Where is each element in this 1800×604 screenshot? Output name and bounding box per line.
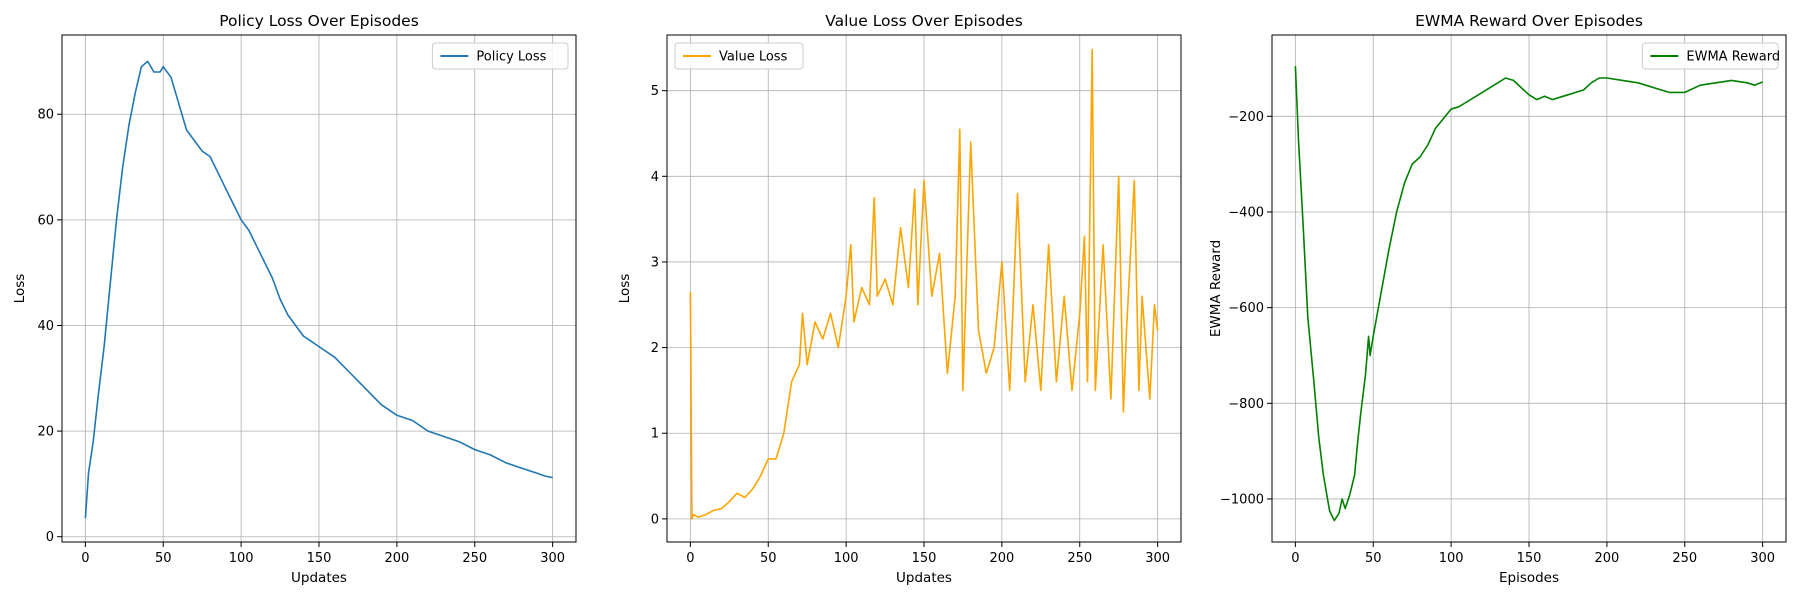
y-tick-label: 1: [651, 427, 659, 442]
chart-panel-2: 0 50 100 150 200 250 300 −1000 −800 −600 −400 −200 E…: [1208, 12, 1787, 586]
legend-label: Policy Loss: [476, 50, 546, 65]
x-tick-label: 0: [1291, 551, 1299, 566]
x-axis-label: Updates: [291, 570, 347, 586]
legend: Policy Loss: [431, 42, 569, 70]
x-tick-label: 200: [384, 551, 409, 566]
legend-box: [1641, 42, 1779, 70]
x-tick-label: 200: [989, 551, 1014, 566]
x-tick-label: 300: [1145, 551, 1170, 566]
x-tick-label: 300: [1750, 551, 1775, 566]
chart-title: EWMA Reward Over Episodes: [1415, 12, 1643, 30]
x-axis-label: Episodes: [1499, 570, 1559, 586]
y-tick-label: 80: [37, 108, 54, 123]
y-axis-label: Loss: [12, 274, 28, 304]
legend-box: [431, 42, 569, 70]
legend-box: [674, 42, 804, 70]
x-tick-label: 150: [307, 551, 332, 566]
y-tick-label: 3: [651, 255, 659, 270]
x-tick-label: 300: [540, 551, 565, 566]
x-tick-label: 150: [1517, 551, 1542, 566]
x-tick-label: 0: [81, 551, 89, 566]
x-tick-label: 250: [1672, 551, 1697, 566]
y-tick-label: 20: [37, 425, 54, 440]
x-tick-label: 50: [1365, 551, 1382, 566]
x-tick-label: 0: [686, 551, 694, 566]
y-tick-label: 60: [37, 213, 54, 228]
y-tick-label: −600: [1228, 301, 1264, 316]
y-tick-label: 4: [651, 170, 659, 185]
y-tick-label: 0: [46, 530, 54, 545]
y-tick-label: 5: [651, 84, 659, 99]
legend-label: Value Loss: [719, 50, 788, 65]
y-tick-label: −200: [1228, 110, 1264, 125]
series-line-policy-loss: [84, 60, 553, 519]
y-tick-label: 0: [651, 512, 659, 527]
x-axis-label: Updates: [896, 570, 952, 586]
y-axis-label: Loss: [617, 274, 633, 304]
x-tick-label: 100: [229, 551, 254, 566]
x-tick-label: 50: [760, 551, 777, 566]
x-tick-label: 250: [462, 551, 487, 566]
y-tick-label: −400: [1228, 205, 1264, 220]
x-tick-label: 200: [1594, 551, 1619, 566]
x-tick-label: 100: [1439, 551, 1464, 566]
chart-title: Policy Loss Over Episodes: [219, 12, 419, 30]
legend: EWMA Reward: [1641, 42, 1780, 70]
legend: Value Loss: [674, 42, 804, 70]
series-line-value-loss: [689, 48, 1159, 520]
x-tick-label: 150: [912, 551, 937, 566]
chart-panel-1: 0 50 100 150 200 250 300 0 1 2 3 4 5 Value Loss Over …: [617, 12, 1182, 586]
x-tick-label: 100: [834, 551, 859, 566]
y-axis-label: EWMA Reward: [1208, 240, 1224, 337]
y-tick-label: −1000: [1220, 492, 1264, 507]
chart-title: Value Loss Over Episodes: [825, 12, 1023, 30]
x-tick-label: 50: [155, 551, 172, 566]
y-tick-label: 2: [651, 341, 659, 356]
x-tick-label: 250: [1067, 551, 1092, 566]
y-tick-label: −800: [1228, 397, 1264, 412]
y-tick-label: 40: [37, 319, 54, 334]
chart-panel-0: 0 50 100 150 200 250 300 0 20 40 60 80 Policy Loss O…: [12, 12, 577, 586]
series-line-ewma-reward: [1294, 66, 1763, 522]
legend-label: EWMA Reward: [1686, 50, 1780, 65]
